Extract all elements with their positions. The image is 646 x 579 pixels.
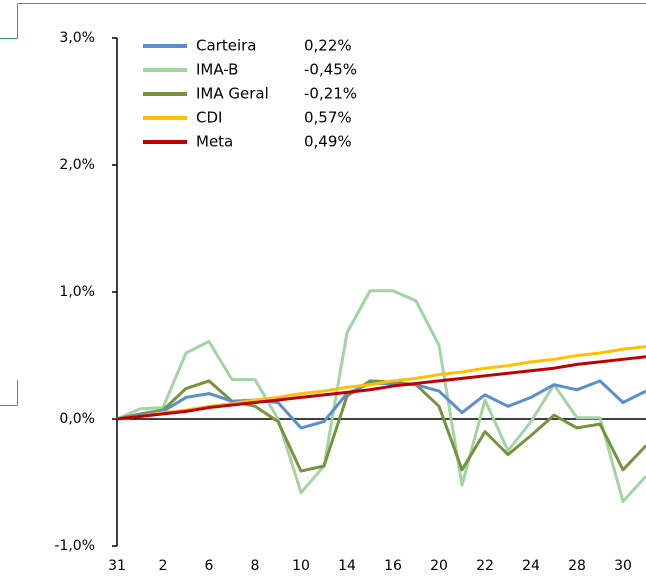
legend-label: CDI xyxy=(196,109,222,127)
series-line xyxy=(116,345,646,421)
x-tick-label: 14 xyxy=(338,558,356,574)
x-tick-label: 31 xyxy=(108,558,126,574)
y-tick-label: 0,0% xyxy=(59,411,95,427)
y-tick-label: 1,0% xyxy=(59,284,95,300)
x-tick-label: 22 xyxy=(476,558,494,574)
x-tick-label: 20 xyxy=(430,558,448,574)
y-tick-label: 3,0% xyxy=(59,30,95,46)
x-tick-label: 2 xyxy=(159,558,168,574)
x-tick-label: 8 xyxy=(251,558,260,574)
y-tick-label: -1,0% xyxy=(54,538,95,554)
legend-label: IMA-B xyxy=(196,61,238,79)
x-tick-label: 24 xyxy=(522,558,540,574)
legend-value: 0,22% xyxy=(304,37,352,55)
series-line xyxy=(116,355,646,421)
series-line xyxy=(116,289,646,504)
x-tick-label: 28 xyxy=(568,558,586,574)
legend-value: 0,57% xyxy=(304,109,352,127)
x-tick-label: 6 xyxy=(205,558,214,574)
legend-value: 0,49% xyxy=(304,133,352,151)
x-tick-label: 30 xyxy=(614,558,632,574)
x-tick-label: 16 xyxy=(384,558,402,574)
legend-label: Meta xyxy=(196,133,233,151)
legend-label: IMA Geral xyxy=(196,85,269,103)
y-tick-label: 2,0% xyxy=(59,157,95,173)
legend-value: -0,45% xyxy=(304,61,357,79)
legend-value: -0,21% xyxy=(304,85,357,103)
x-tick-label: 10 xyxy=(292,558,310,574)
frame xyxy=(0,3,646,406)
legend-label: Carteira xyxy=(196,37,256,55)
